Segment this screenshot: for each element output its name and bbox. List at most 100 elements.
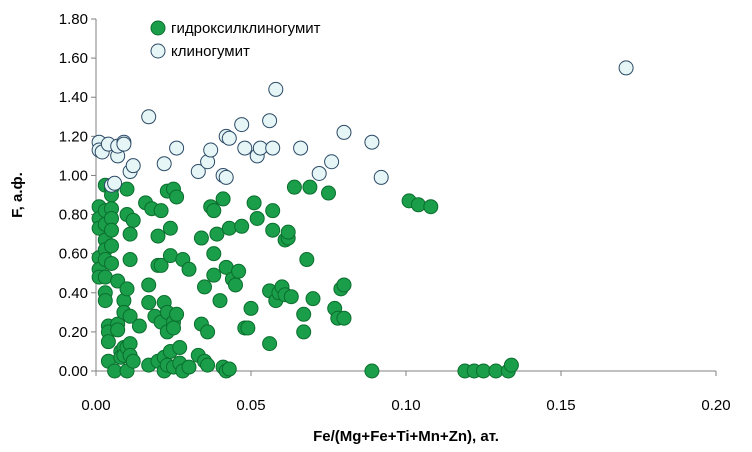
data-point-hydroxylclinohumite [299, 252, 315, 268]
data-point-clinohumite [262, 113, 278, 129]
data-point-hydroxylclinohumite [169, 306, 185, 322]
x-tick-label: 0.00 [81, 397, 110, 414]
data-point-hydroxylclinohumite [231, 263, 247, 279]
data-point-hydroxylclinohumite [423, 199, 439, 215]
data-point-hydroxylclinohumite [206, 267, 222, 283]
data-point-hydroxylclinohumite [302, 179, 318, 195]
data-point-hydroxylclinohumite [243, 300, 259, 316]
y-axis-label: F, а.ф. [9, 172, 26, 218]
data-point-hydroxylclinohumite [162, 220, 178, 236]
y-tick-label: 0.60 [59, 246, 88, 263]
data-point-hydroxylclinohumite [125, 353, 141, 369]
data-point-clinohumite [311, 165, 327, 181]
y-tick-label: 0.80 [59, 207, 88, 224]
data-point-clinohumite [234, 117, 250, 133]
data-point-hydroxylclinohumite [97, 293, 113, 309]
legend-label-clinohumite: клиногумит [171, 43, 250, 60]
data-point-hydroxylclinohumite [305, 291, 321, 307]
data-point-hydroxylclinohumite [119, 181, 135, 197]
data-point-hydroxylclinohumite [503, 357, 519, 373]
data-point-clinohumite [125, 158, 141, 174]
data-point-hydroxylclinohumite [336, 310, 352, 326]
legend-item-clinohumite: клиногумит [150, 43, 250, 60]
y-tick-label: 1.00 [59, 167, 88, 184]
x-tick-label: 0.15 [546, 397, 575, 414]
data-points [91, 60, 634, 379]
data-point-hydroxylclinohumite [172, 340, 188, 356]
data-point-hydroxylclinohumite [212, 293, 228, 309]
data-point-hydroxylclinohumite [100, 334, 116, 350]
data-point-hydroxylclinohumite [169, 189, 185, 205]
data-point-hydroxylclinohumite [125, 212, 141, 228]
data-point-hydroxylclinohumite [200, 357, 216, 373]
data-point-hydroxylclinohumite [249, 210, 265, 226]
data-point-hydroxylclinohumite [283, 289, 299, 305]
data-point-clinohumite [218, 169, 234, 185]
data-point-hydroxylclinohumite [122, 308, 138, 324]
data-point-clinohumite [336, 124, 352, 140]
data-point-hydroxylclinohumite [209, 226, 225, 242]
data-point-hydroxylclinohumite [296, 306, 312, 322]
data-point-hydroxylclinohumite [119, 281, 135, 297]
data-point-hydroxylclinohumite [104, 222, 119, 238]
data-point-hydroxylclinohumite [131, 318, 147, 334]
legend-marker-hydroxylclinohumite [150, 20, 166, 36]
data-point-hydroxylclinohumite [206, 203, 222, 219]
data-point-hydroxylclinohumite [141, 277, 157, 293]
data-point-hydroxylclinohumite [228, 277, 243, 293]
plot-area: 0.00 0.20 0.40 0.60 0.80 1.00 1.20 1.40 1.60 1.80… [59, 11, 731, 414]
data-point-clinohumite [107, 175, 123, 191]
data-point-hydroxylclinohumite [286, 179, 302, 195]
y-tick-label: 1.40 [59, 89, 88, 106]
data-point-clinohumite [373, 169, 389, 185]
data-point-clinohumite [364, 134, 380, 150]
data-point-clinohumite [618, 60, 634, 76]
data-point-hydroxylclinohumite [200, 324, 216, 340]
data-point-clinohumite [169, 140, 185, 156]
y-axis-ticks: 0.00 0.20 0.40 0.60 0.80 1.00 1.20 1.40 1.60 1.80 [59, 11, 96, 380]
data-point-clinohumite [203, 142, 219, 158]
data-point-hydroxylclinohumite [246, 195, 262, 211]
data-point-hydroxylclinohumite [104, 238, 119, 254]
data-point-hydroxylclinohumite [206, 246, 222, 262]
data-point-hydroxylclinohumite [265, 203, 281, 219]
data-point-hydroxylclinohumite [280, 224, 296, 240]
data-point-hydroxylclinohumite [153, 203, 169, 219]
data-point-hydroxylclinohumite [234, 218, 250, 234]
data-point-hydroxylclinohumite [166, 320, 181, 336]
data-point-hydroxylclinohumite [181, 359, 197, 375]
y-tick-label: 1.20 [59, 128, 88, 145]
x-axis-ticks: 0.00 0.05 0.10 0.15 0.20 [81, 371, 731, 414]
data-point-hydroxylclinohumite [240, 320, 256, 336]
data-point-clinohumite [190, 164, 206, 180]
data-point-hydroxylclinohumite [193, 230, 209, 246]
y-tick-label: 1.60 [59, 50, 88, 67]
data-point-hydroxylclinohumite [221, 220, 237, 236]
data-point-hydroxylclinohumite [181, 261, 197, 277]
data-point-hydroxylclinohumite [265, 222, 281, 238]
data-point-hydroxylclinohumite [153, 257, 169, 273]
data-point-hydroxylclinohumite [122, 252, 138, 268]
data-point-clinohumite [252, 140, 268, 156]
x-tick-label: 0.05 [236, 397, 265, 414]
legend-item-hydroxylclinohumite: гидроксилклиногумит [150, 20, 321, 37]
data-point-hydroxylclinohumite [141, 295, 157, 311]
data-point-hydroxylclinohumite [336, 277, 352, 293]
data-point-hydroxylclinohumite [110, 322, 126, 338]
data-point-hydroxylclinohumite [321, 185, 336, 201]
y-tick-label: 0.40 [59, 285, 88, 302]
data-point-hydroxylclinohumite [296, 324, 312, 340]
data-point-clinohumite [265, 140, 281, 156]
x-axis-label: Fe/(Mg+Fe+Ti+Mn+Zn), ат. [313, 428, 499, 445]
data-point-clinohumite [116, 136, 132, 152]
data-point-hydroxylclinohumite [262, 336, 278, 352]
data-point-clinohumite [141, 109, 157, 125]
x-tick-label: 0.20 [701, 397, 730, 414]
data-point-clinohumite [156, 156, 172, 172]
x-tick-label: 0.10 [391, 397, 420, 414]
data-point-hydroxylclinohumite [104, 255, 119, 271]
data-point-clinohumite [324, 154, 340, 170]
data-point-clinohumite [237, 140, 253, 156]
data-point-hydroxylclinohumite [215, 191, 231, 207]
